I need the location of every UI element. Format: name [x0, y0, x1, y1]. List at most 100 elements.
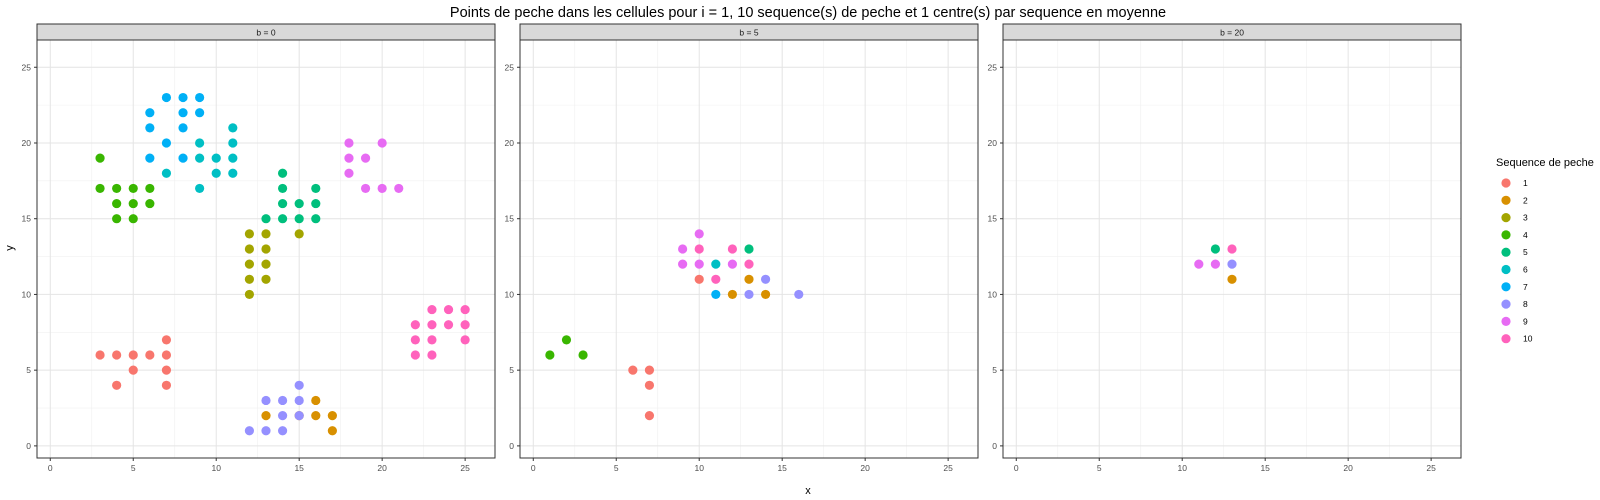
data-point — [360, 183, 371, 194]
data-point — [145, 183, 155, 194]
data-point — [195, 108, 205, 118]
data-point — [678, 244, 688, 254]
facet-strip-label: b = 5 — [739, 28, 758, 38]
data-point — [195, 153, 205, 163]
data-point — [377, 138, 387, 148]
data-point — [95, 350, 105, 360]
y-axis-label: y — [4, 245, 16, 251]
data-point — [727, 244, 738, 254]
legend-item: 8 — [1501, 299, 1528, 309]
data-point — [128, 214, 138, 224]
data-point — [460, 304, 470, 315]
y-tick-label: 15 — [22, 214, 32, 224]
data-point — [277, 426, 288, 436]
data-point — [294, 410, 304, 421]
x-tick-label: 20 — [1343, 463, 1353, 473]
panel-border — [519, 39, 979, 459]
data-point — [644, 380, 655, 390]
data-point — [261, 410, 271, 421]
legend-key — [1501, 213, 1511, 223]
data-point — [145, 108, 155, 118]
data-point — [1210, 244, 1221, 254]
data-point — [261, 426, 271, 436]
y-tick-label: 15 — [988, 214, 998, 224]
data-point — [195, 138, 205, 148]
y-tick-label: 10 — [988, 289, 998, 299]
data-point — [410, 350, 420, 360]
data-point — [327, 410, 337, 421]
x-tick-label: 5 — [614, 463, 619, 473]
x-tick-label: 0 — [531, 463, 536, 473]
chart-title: Points de peche dans les cellules pour i… — [450, 5, 1166, 21]
x-tick-label: 25 — [460, 463, 470, 473]
data-point — [277, 395, 288, 406]
x-tick-label: 15 — [294, 463, 304, 473]
legend-item: 4 — [1501, 230, 1528, 240]
data-point — [344, 138, 354, 148]
data-point — [294, 380, 304, 390]
data-point — [443, 320, 454, 330]
x-tick-label: 20 — [377, 463, 387, 473]
data-point — [112, 380, 122, 390]
data-point — [327, 426, 337, 436]
y-tick-label: 25 — [505, 62, 515, 72]
data-point — [311, 214, 321, 224]
legend-key — [1501, 178, 1511, 188]
data-point — [228, 123, 238, 133]
data-point — [261, 274, 271, 284]
data-point — [228, 168, 238, 178]
facet-panels: b = 0 0 5 10 15 20 25 0 5 10 15 20 25 b = 5 0 5 10 15 20 25… — [22, 23, 1462, 473]
x-tick-label: 5 — [131, 463, 136, 473]
data-point — [178, 153, 188, 163]
y-tick-label: 20 — [22, 138, 32, 148]
x-tick-label: 0 — [48, 463, 53, 473]
data-point — [277, 168, 288, 178]
x-tick-label: 15 — [1260, 463, 1270, 473]
data-point — [145, 350, 155, 360]
data-point — [760, 289, 771, 300]
legend-key — [1501, 282, 1511, 292]
data-point — [277, 410, 288, 421]
legend-label: 9 — [1523, 316, 1528, 326]
data-point — [311, 410, 321, 421]
data-point — [694, 259, 704, 269]
legend-key — [1501, 316, 1511, 326]
data-point — [244, 426, 255, 436]
panel-border — [1002, 39, 1462, 459]
data-point — [545, 350, 555, 360]
data-point — [244, 274, 255, 284]
data-point — [244, 259, 255, 269]
data-point — [694, 244, 704, 254]
data-point — [195, 183, 205, 194]
data-point — [744, 274, 754, 284]
legend-item: 5 — [1501, 247, 1528, 257]
data-point — [711, 289, 721, 300]
legend-item: 3 — [1501, 213, 1528, 223]
data-point — [161, 350, 172, 360]
legend-item: 10 — [1501, 334, 1533, 344]
x-tick-label: 15 — [777, 463, 787, 473]
legend-item: 2 — [1501, 195, 1528, 205]
legend-item: 9 — [1501, 316, 1528, 326]
data-point — [694, 274, 704, 284]
data-point — [277, 183, 288, 194]
data-point — [427, 335, 437, 345]
legend-item: 1 — [1501, 178, 1528, 188]
data-point — [427, 320, 437, 330]
facet-panel: b = 5 0 5 10 15 20 25 0 5 10 15 20 25 — [505, 23, 979, 473]
y-tick-label: 5 — [509, 365, 514, 375]
data-point — [244, 289, 255, 300]
data-point — [760, 274, 771, 284]
data-point — [128, 350, 138, 360]
data-point — [195, 92, 205, 103]
legend-title: Sequence de peche — [1496, 157, 1594, 169]
data-point — [294, 198, 304, 209]
data-point — [178, 92, 188, 103]
data-point — [294, 395, 304, 406]
data-point — [261, 259, 271, 269]
data-point — [344, 168, 354, 178]
data-point — [1227, 244, 1237, 254]
data-point — [711, 259, 721, 269]
x-tick-label: 0 — [1014, 463, 1019, 473]
